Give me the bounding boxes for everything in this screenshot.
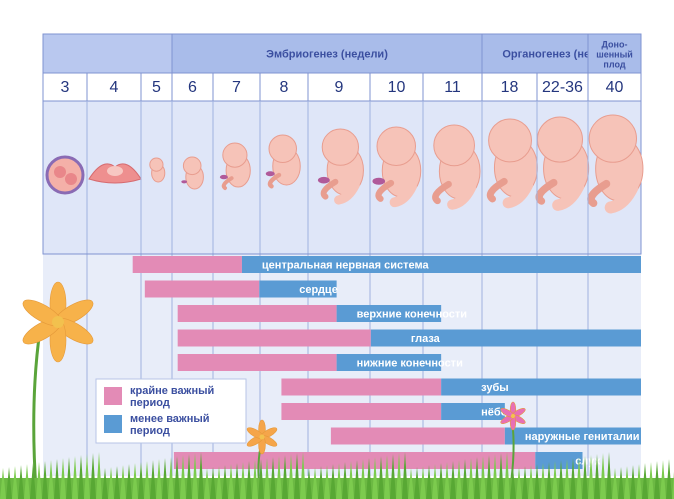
embryo-icon (265, 134, 301, 189)
week-label: 11 (444, 79, 461, 96)
zygote-icon (45, 155, 85, 195)
critical-period-bar (281, 403, 442, 420)
week-row-bg (42, 72, 642, 102)
week-label: 8 (280, 79, 289, 96)
week-label: 9 (335, 79, 344, 96)
embryo-illustration-row (45, 114, 644, 214)
implanting-embryo-icon (88, 163, 142, 184)
stage-label: Эмбриогенез (недели) (266, 48, 388, 60)
less-critical-period-bar (504, 427, 641, 445)
less-critical-period-bar (241, 256, 641, 273)
bar-label: нижние конечности (357, 358, 463, 370)
bar-row: слух (173, 452, 602, 469)
bar-label: сердце (299, 284, 338, 296)
week-label: 40 (606, 79, 624, 96)
less-critical-period-bar (336, 305, 442, 322)
stage-cell (171, 33, 483, 74)
flower-stem (32, 329, 42, 491)
bar-label: глаза (411, 333, 441, 345)
less-critical-period-bar (441, 403, 505, 420)
lily-flower-icon (22, 281, 94, 363)
critical-period-bar (177, 354, 337, 371)
legend: крайне важный период менее важный период (95, 378, 247, 444)
fetus-icon (587, 114, 644, 214)
decoration (0, 281, 674, 499)
stage-cell (587, 33, 642, 74)
week-label: 18 (501, 79, 519, 96)
week-label: 4 (110, 79, 119, 96)
bar-label: центральная нервная система (262, 260, 430, 272)
critical-period-bar (177, 305, 337, 322)
bar-row: верхние конечности (177, 305, 467, 322)
bar-label: слух (575, 456, 601, 468)
week-label: 10 (388, 79, 406, 96)
embryo-icon (149, 157, 166, 183)
week-label: 6 (188, 79, 197, 96)
bar-row: центральная нервная система (132, 256, 641, 273)
fetus-icon (372, 126, 422, 208)
critical-period-bar (281, 378, 442, 396)
bar-label: наружные гениталии (525, 431, 640, 443)
lily-flower-icon (246, 419, 278, 455)
week-label: 3 (61, 79, 70, 96)
less-critical-period-bar (259, 280, 337, 298)
week-label: 5 (152, 79, 161, 96)
week-header: 3 4 5 6 7 8 9 10 11 18 22-36 40 (42, 73, 624, 101)
lily-flower-icon (500, 401, 526, 431)
critical-period-bar (132, 256, 242, 273)
less-critical-period-bar (535, 452, 583, 469)
fetus-icon (535, 116, 590, 211)
bar-row: нёбо (281, 403, 508, 420)
fetus-icon (486, 118, 538, 209)
bar-label: верхние конечности (357, 309, 467, 321)
legend-less-swatch (104, 415, 122, 433)
week-label: 22-36 (542, 79, 583, 96)
legend-less-label: менее важный период (130, 413, 210, 437)
bar-row: глаза (177, 329, 641, 347)
critical-period-bar (144, 280, 260, 298)
sensitivity-bars: центральная нервная система сердце верхние… (132, 256, 641, 469)
grass-icon (0, 452, 674, 499)
embryo-icon (219, 142, 251, 191)
stage-cell (42, 33, 173, 74)
critical-period-bar (177, 329, 371, 347)
bar-row: нижние конечности (177, 354, 463, 371)
bar-row: зубы (281, 378, 641, 396)
stage-header: Эмбриогенез (недели) Органогенез (недели)… (42, 33, 642, 74)
week-label: 7 (232, 79, 241, 96)
embryo-icon (181, 156, 204, 190)
less-critical-period-bar (370, 329, 641, 347)
bar-label: зубы (481, 382, 509, 394)
less-critical-period-bar (441, 378, 641, 396)
bar-row: наружные гениталии (330, 427, 641, 445)
less-critical-period-bar (336, 354, 442, 371)
legend-critical-swatch (104, 387, 122, 405)
critical-period-bar (173, 452, 536, 469)
legend-critical-label: крайне важный период (130, 385, 214, 409)
fetus-icon (432, 124, 481, 210)
stage-label: Доно-шенный плод (596, 40, 633, 70)
critical-period-bar (330, 427, 505, 445)
fetus-icon (317, 128, 364, 205)
bar-row: сердце (144, 280, 338, 298)
